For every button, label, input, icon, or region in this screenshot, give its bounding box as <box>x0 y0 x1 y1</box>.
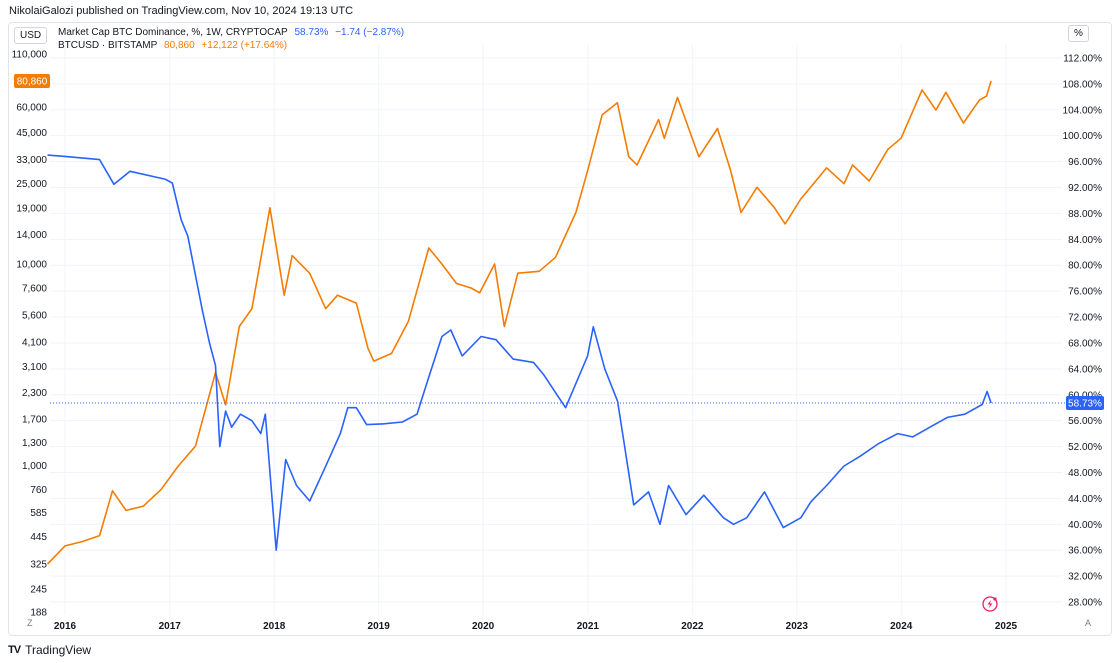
x-axis-tick: 2024 <box>890 621 913 632</box>
right-axis-tick: 104.00% <box>1063 105 1103 116</box>
published-caption: NikolaiGalozi published on TradingView.c… <box>9 5 354 17</box>
left-axis-tick: 45,000 <box>16 128 47 139</box>
grid <box>50 45 1062 615</box>
left-unit-button[interactable]: USD <box>14 27 48 44</box>
legend-dominance-value: 58.73% <box>294 27 329 38</box>
chart-frame <box>8 22 1112 636</box>
series-lines <box>46 80 992 565</box>
right-axis-tick: 72.00% <box>1068 313 1102 324</box>
x-axis-tick: 2016 <box>54 621 77 632</box>
btc-dominance-line <box>47 154 992 552</box>
legend-btc-value: 80,860 <box>164 40 195 51</box>
left-axis-tick: 188 <box>30 608 47 619</box>
right-axis-tick: 60.00% <box>1068 390 1102 401</box>
right-axis-tick: 44.00% <box>1068 494 1102 505</box>
right-dominance-badge-label: 58.73% <box>1068 398 1102 409</box>
x-axis-tick: 2018 <box>263 621 286 632</box>
left-price-badge: 80,860 <box>14 73 50 88</box>
legend-dominance-name: Market Cap BTC Dominance, %, 1W, CRYPTOC… <box>58 27 288 38</box>
x-axis-tick: 2017 <box>159 621 182 632</box>
left-axis-tick: 3,100 <box>22 362 47 373</box>
right-axis-tick: 48.00% <box>1068 468 1102 479</box>
right-axis-tick: 28.00% <box>1068 598 1102 609</box>
left-axis-tick: 760 <box>30 485 47 496</box>
left-axis-tick: 5,600 <box>22 310 47 321</box>
x-axis-tick: 2025 <box>995 621 1018 632</box>
right-axis-tick: 84.00% <box>1068 235 1102 246</box>
right-axis-tick: 88.00% <box>1068 209 1102 220</box>
right-axis-tick: 40.00% <box>1068 520 1102 531</box>
x-axis-tick: 2022 <box>681 621 704 632</box>
btcusd-line <box>46 80 992 565</box>
right-axis-tick: 64.00% <box>1068 364 1102 375</box>
left-axis-tick: 1,300 <box>22 438 47 449</box>
x-axis-tick: 2021 <box>577 621 600 632</box>
right-axis-tick: 52.00% <box>1068 442 1102 453</box>
left-price-badge-label: 80,860 <box>17 76 48 87</box>
left-axis-tick: 110,000 <box>12 50 48 61</box>
legend-btc-change: +12,122 (+17.64%) <box>201 40 288 51</box>
left-axis-tick: 25,000 <box>16 179 47 190</box>
x-axis-tick: 2020 <box>472 621 495 632</box>
z-button[interactable]: Z <box>27 618 33 628</box>
left-axis-tick: 14,000 <box>16 230 47 241</box>
right-unit-button[interactable]: % <box>1068 25 1089 42</box>
right-axis-tick: 80.00% <box>1068 261 1102 272</box>
auto-scale-button[interactable]: A <box>1085 618 1092 628</box>
right-axis-tick: 92.00% <box>1068 183 1102 194</box>
tradingview-brand-label: TradingView <box>25 643 92 657</box>
time-axis: 2016 2017 2018 2019 2020 2021 2022 2023 2024 2025 <box>54 621 1018 632</box>
left-price-axis: 110,000 60,000 45,000 33,000 25,000 19,000 14,… <box>12 50 48 619</box>
right-axis-tick: 36.00% <box>1068 546 1102 557</box>
left-axis-tick: 325 <box>30 560 47 571</box>
right-axis-tick: 68.00% <box>1068 338 1102 349</box>
tradingview-logo-icon: TV <box>8 644 21 656</box>
left-axis-tick: 445 <box>30 532 47 543</box>
right-axis-tick: 56.00% <box>1068 416 1102 427</box>
x-axis-tick: 2023 <box>786 621 809 632</box>
right-axis-tick: 76.00% <box>1068 287 1102 298</box>
left-axis-tick: 245 <box>30 584 47 595</box>
legend-dominance-change: −1.74 (−2.87%) <box>335 27 405 38</box>
left-axis-tick: 4,100 <box>22 338 47 349</box>
left-axis-tick: 2,300 <box>22 388 47 399</box>
left-axis-tick: 1,700 <box>22 415 47 426</box>
left-axis-tick: 10,000 <box>16 259 47 270</box>
legend-btc-name: BTCUSD · BITSTAMP <box>58 40 158 51</box>
right-dominance-badge: 58.73% <box>1066 395 1104 410</box>
left-axis-tick: 33,000 <box>16 155 47 166</box>
tradingview-brand[interactable]: TV TradingView <box>8 643 91 657</box>
left-axis-tick: 60,000 <box>16 103 47 114</box>
right-axis-tick: 96.00% <box>1068 157 1102 168</box>
right-axis-tick: 112.00% <box>1063 53 1102 64</box>
left-axis-tick: 19,000 <box>16 203 47 214</box>
left-axis-tick: 1,000 <box>22 461 47 472</box>
x-axis-tick: 2019 <box>368 621 391 632</box>
right-axis-tick: 100.00% <box>1063 131 1103 142</box>
right-axis-tick: 108.00% <box>1063 79 1103 90</box>
legend-btc[interactable]: BTCUSD · BITSTAMP 80,860 +12,122 (+17.64… <box>58 40 291 51</box>
left-axis-tick: 7,600 <box>22 284 47 295</box>
right-percent-axis: 112.00% 108.00% 104.00% 100.00% 96.00% 92.00%… <box>1063 53 1103 608</box>
left-axis-tick: 585 <box>30 508 47 519</box>
right-axis-tick: 32.00% <box>1068 572 1102 583</box>
lightning-icon[interactable] <box>982 596 998 612</box>
legend-dominance[interactable]: Market Cap BTC Dominance, %, 1W, CRYPTOC… <box>58 27 408 38</box>
